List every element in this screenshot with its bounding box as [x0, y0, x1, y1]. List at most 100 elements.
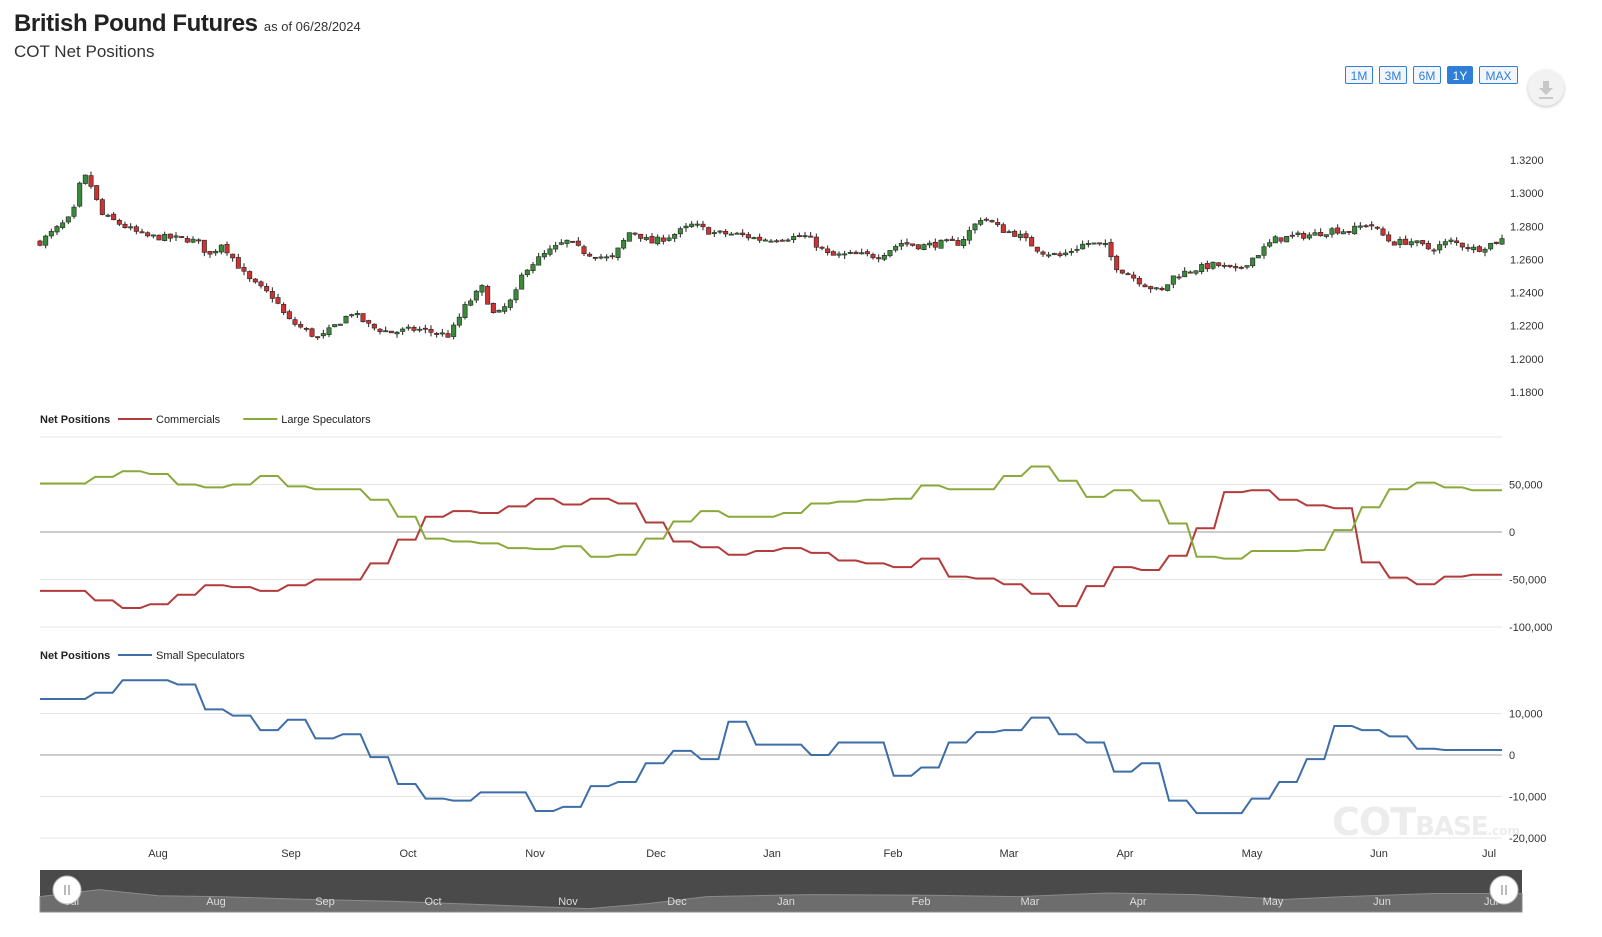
candle-body — [541, 253, 547, 258]
candle-body — [1448, 239, 1454, 242]
range-max-button[interactable]: MAX — [1479, 66, 1518, 84]
month-label: Jul — [1482, 848, 1496, 860]
candle-body — [43, 235, 49, 246]
legend-item-commercials: Commercials — [156, 414, 221, 426]
range-1m-button[interactable]: 1M — [1345, 66, 1373, 84]
candle-body — [332, 324, 338, 328]
candle-body — [1233, 266, 1239, 269]
range-6m-button[interactable]: 6M — [1413, 66, 1441, 84]
candle-body — [207, 251, 213, 255]
candle-body — [853, 251, 859, 255]
candle-body — [133, 226, 139, 232]
month-label: Oct — [399, 848, 416, 860]
month-label: Jun — [1370, 848, 1388, 860]
legend-title: Net Positions — [40, 650, 110, 662]
month-label: Jan — [763, 848, 781, 860]
price-axis-label: 1.1800 — [1510, 387, 1544, 399]
candle-body — [1301, 232, 1307, 239]
candle-body — [292, 319, 298, 325]
candle-body — [672, 233, 678, 239]
series-line-commercials — [40, 489, 1502, 609]
candle-body — [836, 253, 842, 256]
candle-body — [791, 236, 797, 241]
candle-body — [1397, 239, 1403, 245]
candle-body — [915, 244, 921, 250]
candle-body — [1250, 257, 1256, 267]
candle-body — [190, 238, 196, 243]
candle-body — [825, 248, 831, 253]
candle-body — [966, 230, 972, 241]
candle-body — [728, 233, 734, 236]
candle-body — [1431, 249, 1437, 252]
candle-body — [247, 271, 253, 280]
candle-body — [694, 223, 700, 226]
candle-body — [1476, 246, 1482, 252]
range-1y-button[interactable]: 1Y — [1447, 66, 1473, 84]
candle-body — [1482, 248, 1488, 253]
candle-body — [649, 236, 655, 244]
candle-body — [1216, 262, 1222, 266]
candle-body — [1068, 251, 1074, 253]
candle-body — [1442, 241, 1448, 246]
candle-body — [258, 281, 264, 287]
candle-body — [898, 243, 904, 247]
candle-body — [1006, 231, 1012, 234]
navigator-month-label: Oct — [424, 896, 441, 908]
candle-body — [1153, 287, 1159, 290]
candle-body — [1000, 224, 1006, 233]
candle-body — [1051, 253, 1057, 255]
navigator-left-handle[interactable] — [52, 875, 82, 905]
candle-body — [230, 253, 236, 259]
candle-body — [1057, 253, 1063, 257]
candle-body — [400, 328, 406, 332]
candle-body — [422, 327, 428, 330]
candle-body — [99, 199, 105, 215]
candle-body — [383, 330, 389, 333]
candle-body — [689, 223, 695, 227]
candle-body — [303, 327, 309, 330]
candle-body — [1227, 264, 1233, 268]
candle-body — [1119, 269, 1125, 274]
candle-body — [468, 300, 474, 306]
candle-body — [700, 223, 706, 228]
candle-body — [847, 252, 853, 254]
candle-body — [581, 246, 587, 255]
candle-body — [417, 328, 423, 331]
candle-body — [1437, 244, 1443, 251]
candle-body — [796, 235, 802, 238]
navigator-right-handle[interactable] — [1489, 875, 1519, 905]
month-label: Nov — [525, 848, 545, 860]
candle-body — [1221, 264, 1227, 267]
price-axis-label: 1.2400 — [1510, 288, 1544, 300]
candle-body — [1289, 234, 1295, 237]
candle-body — [995, 222, 1001, 225]
candle-body — [281, 304, 287, 314]
candle-body — [570, 240, 576, 243]
candle-body — [1465, 247, 1471, 250]
candle-body — [740, 232, 746, 236]
candle-body — [774, 240, 780, 243]
range-3m-button[interactable]: 3M — [1379, 66, 1407, 84]
candle-body — [490, 302, 496, 313]
candle-body — [105, 214, 111, 217]
candle-body — [1182, 270, 1188, 278]
candle-body — [949, 238, 955, 241]
candle-body — [1034, 246, 1040, 252]
candle-body — [864, 251, 870, 255]
axis-label: -20,000 — [1509, 833, 1546, 845]
candle-body — [1108, 242, 1114, 258]
candle-body — [547, 248, 553, 255]
candle-body — [502, 306, 508, 312]
candle-body — [405, 326, 411, 329]
candle-body — [598, 256, 604, 259]
candle-body — [1176, 276, 1182, 279]
candle-body — [1102, 242, 1108, 245]
candle-body — [660, 237, 666, 242]
candle-body — [808, 235, 814, 238]
candle-body — [1323, 234, 1329, 237]
download-button[interactable] — [1528, 70, 1564, 106]
candle-body — [1272, 236, 1278, 244]
candle-body — [445, 333, 451, 338]
price-axis-label: 1.2600 — [1510, 254, 1544, 266]
